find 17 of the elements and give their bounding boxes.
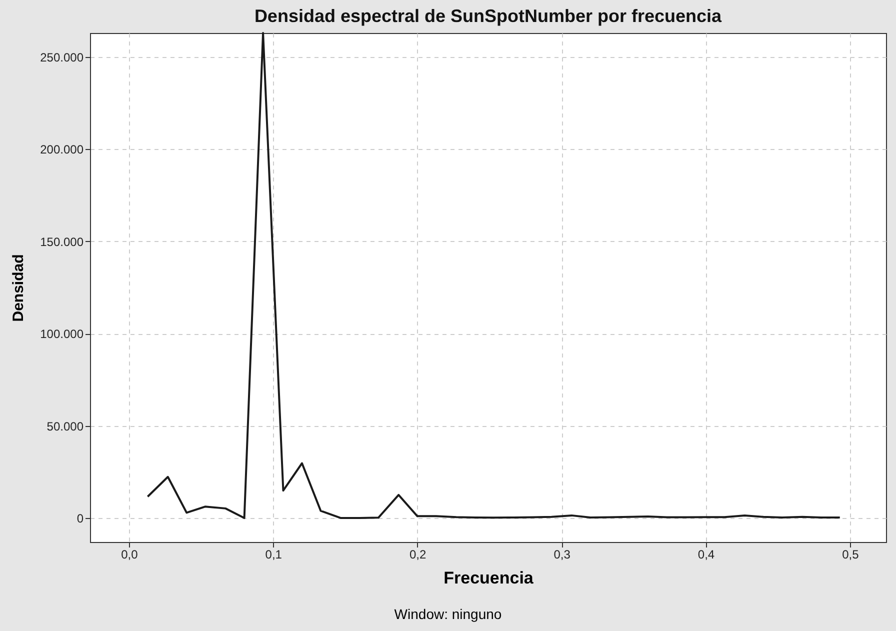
chart-title: Densidad espectral de SunSpotNumber por frecuencia	[254, 6, 723, 26]
y-tick-label: 50.000	[46, 419, 84, 434]
line-series	[146, 32, 841, 520]
y-tick-label: 150.000	[40, 234, 84, 249]
y-axis-title: Densidad	[10, 254, 28, 322]
y-tick-label: 0	[76, 512, 84, 526]
x-tick-label: 0,5	[842, 548, 860, 562]
x-tick-label: 0,0	[121, 548, 138, 562]
x-axis-title: Frecuencia	[444, 568, 534, 588]
y-tick-label: 250.000	[40, 50, 84, 64]
x-tick-label: 0,2	[409, 548, 427, 562]
x-tick-label: 0,3	[554, 548, 571, 562]
y-tick-label: 200.000	[40, 142, 84, 157]
x-tick-label: 0,4	[698, 548, 715, 562]
text: Window: ninguno	[393, 606, 503, 622]
x-tick-label: 0,1	[265, 548, 282, 562]
y-tick-label: 100.000	[40, 327, 84, 342]
